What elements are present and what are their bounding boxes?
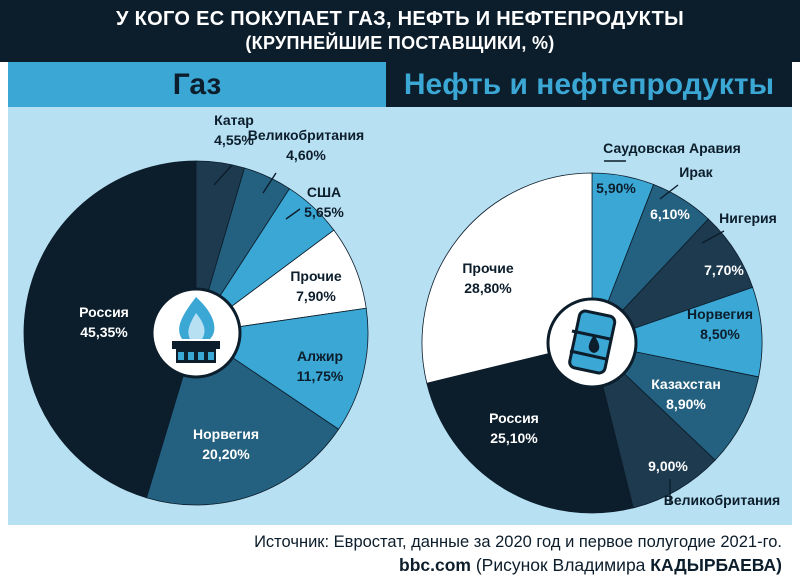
chart-subtitle: (КРУПНЕЙШИЕ ПОСТАВЩИКИ, %): [245, 33, 555, 53]
chart-header: У КОГО ЕС ПОКУПАЕТ ГАЗ, НЕФТЬ И НЕФТЕПРО…: [0, 0, 800, 62]
leader-line: [659, 184, 679, 200]
slice-name-label: Великобритания: [664, 492, 780, 508]
slice-name-label: Нигерия: [719, 210, 777, 226]
leader-line: [262, 172, 277, 194]
leader-line: [285, 208, 301, 220]
oil-section-header: Нефть и нефтепродукты: [386, 62, 792, 107]
charts-svg: Катар4,55%Великобритания4,60%США5,65%Про…: [23, 112, 780, 514]
chart-title: У КОГО ЕС ПОКУПАЕТ ГАЗ, НЕФТЬ И НЕФТЕПРО…: [116, 8, 684, 30]
oil-barrel-icon: [546, 297, 638, 389]
credit-site: bbc.com: [399, 555, 471, 575]
pie-slice: [590, 286, 763, 378]
slice-value-label: 9,00%: [648, 458, 688, 474]
gas-section-header: Газ: [8, 62, 386, 107]
footer: Источник: Евростат, данные за 2020 год и…: [8, 525, 792, 581]
slice-value-label: 11,75%: [297, 368, 344, 384]
slice-value-label: 7,90%: [296, 288, 336, 304]
slice-name-label: Саудовская Аравия: [603, 140, 741, 156]
pie-slice: [23, 160, 197, 499]
slice-value-label: 45,35%: [80, 324, 128, 340]
leader-line: [701, 230, 725, 244]
slice-value-label: 20,20%: [202, 446, 250, 462]
slice-value-label: 6,10%: [650, 206, 690, 222]
pie-slice: [591, 341, 716, 509]
pie-chart-oil: Саудовская Аравия 5,90% Ирак 6,10% Нигерия 7,…: [421, 140, 780, 514]
slice-value-label: 28,80%: [464, 280, 512, 296]
slice-value-label: 4,60%: [286, 147, 326, 163]
slice-value-label: 8,90%: [666, 396, 706, 412]
slice-name-label: Алжир: [297, 348, 343, 364]
slice-name-label: Катар: [214, 112, 254, 128]
slice-name-label: Ирак: [679, 164, 713, 180]
slice-value-label: 8,50%: [700, 326, 740, 342]
pie-chart-gas: Катар 4,55%Великобритания 4,60% США 5,65% Про…: [23, 112, 369, 506]
slice-name-label: Великобритания: [248, 127, 364, 143]
slice-value-label: 7,70%: [704, 262, 744, 278]
slice-name-label: США: [307, 184, 341, 200]
pie-slice: [590, 342, 760, 461]
slice-value-label: 5,90%: [596, 180, 636, 196]
slice-name-label: Россия: [79, 304, 129, 320]
gas-flame-icon: [150, 287, 242, 379]
leader-line: [213, 164, 233, 186]
credit-text: (Рисунок Владимира: [475, 555, 646, 575]
charts-panel: Катар 4,55% Великобритания 4,60% США 5,65% Про…: [8, 107, 792, 525]
slice-value-label: 5,65%: [304, 204, 344, 220]
slice-name-label: Норвегия: [687, 306, 753, 322]
slice-name-label: Норвегия: [193, 426, 259, 442]
slice-value-label: 4,55%: [214, 132, 254, 148]
slice-value-label: 25,10%: [490, 430, 538, 446]
slice-name-label: Прочие: [290, 268, 342, 284]
slice-name-label: Россия: [489, 410, 539, 426]
source-note: Источник: Евростат, данные за 2020 год и…: [254, 533, 782, 551]
credit-author: КАДЫРБАЕВА): [650, 555, 782, 575]
credit-line: bbc.com (Рисунок Владимира КАДЫРБАЕВА): [399, 555, 782, 576]
slice-name-label: Казахстан: [651, 376, 721, 392]
slice-name-label: Прочие: [462, 260, 514, 276]
